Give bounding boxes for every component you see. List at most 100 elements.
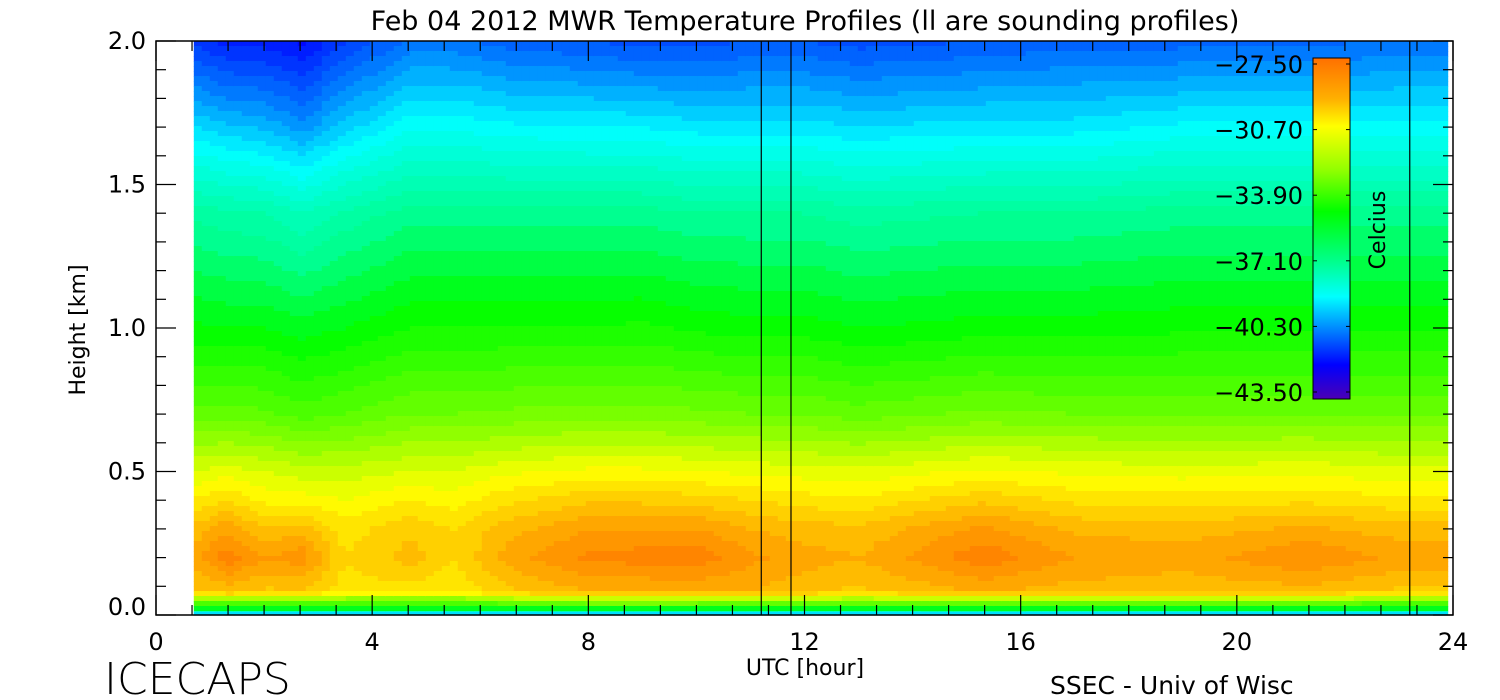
heatmap-cell (361, 391, 371, 397)
heatmap-cell (353, 481, 363, 487)
heatmap-cell (505, 51, 515, 57)
heatmap-cell (209, 406, 219, 412)
heatmap-cell (337, 446, 347, 452)
heatmap-cell (289, 521, 299, 527)
heatmap-cell (249, 51, 259, 57)
heatmap-cell (289, 411, 299, 417)
heatmap-cell (265, 206, 275, 212)
heatmap-cell (441, 366, 451, 372)
heatmap-cell (249, 566, 259, 572)
heatmap-cell (217, 511, 227, 517)
heatmap-cell (281, 321, 291, 327)
heatmap-cell (457, 346, 467, 352)
heatmap-cell (241, 101, 251, 107)
heatmap-cell (433, 566, 443, 572)
heatmap-cell (241, 516, 251, 522)
heatmap-cell (209, 101, 219, 107)
heatmap-cell (409, 171, 419, 177)
heatmap-cell (505, 141, 515, 147)
heatmap-cell (289, 186, 299, 192)
heatmap-cell (225, 106, 235, 112)
heatmap-cell (393, 281, 403, 287)
heatmap-cell (521, 561, 531, 567)
heatmap-cell (521, 496, 531, 502)
heatmap-cell (457, 91, 467, 97)
heatmap-cell (441, 486, 451, 492)
heatmap-cell (513, 421, 523, 427)
heatmap-cell (465, 456, 475, 462)
heatmap-cell (217, 106, 227, 112)
heatmap-cell (377, 46, 387, 52)
heatmap-cell (481, 91, 491, 97)
heatmap-cell (321, 566, 331, 572)
heatmap-cell (521, 216, 531, 222)
heatmap-cell (513, 381, 523, 387)
heatmap-cell (257, 361, 267, 367)
heatmap-cell (425, 591, 435, 597)
heatmap-cell (417, 406, 427, 412)
heatmap-cell (281, 426, 291, 432)
heatmap-cell (505, 71, 515, 77)
heatmap-cell (305, 456, 315, 462)
heatmap-cell (441, 121, 451, 127)
heatmap-cell (417, 236, 427, 242)
heatmap-cell (441, 381, 451, 387)
heatmap-cell (457, 221, 467, 227)
heatmap-cell (281, 471, 291, 477)
heatmap-cell (217, 151, 227, 157)
heatmap-cell (449, 511, 459, 517)
heatmap-cell (289, 181, 299, 187)
heatmap-cell (385, 416, 395, 422)
heatmap-cell (225, 421, 235, 427)
heatmap-cell (521, 176, 531, 182)
heatmap-cell (537, 276, 547, 282)
heatmap-cell (513, 341, 523, 347)
heatmap-cell (377, 536, 387, 542)
heatmap-cell (337, 106, 347, 112)
heatmap-cell (385, 351, 395, 357)
heatmap-cell (193, 326, 203, 332)
heatmap-cell (281, 586, 291, 592)
heatmap-cell (313, 246, 323, 252)
heatmap-cell (481, 391, 491, 397)
heatmap-cell (457, 146, 467, 152)
heatmap-cell (233, 341, 243, 347)
heatmap-cell (273, 601, 283, 607)
heatmap-cell (409, 241, 419, 247)
heatmap-cell (193, 446, 203, 452)
heatmap-cell (385, 241, 395, 247)
heatmap-cell (193, 116, 203, 122)
heatmap-cell (201, 371, 211, 377)
heatmap-cell (385, 96, 395, 102)
heatmap-cell (249, 546, 259, 552)
heatmap-cell (233, 481, 243, 487)
heatmap-cell (513, 481, 523, 487)
heatmap-cell (473, 561, 483, 567)
heatmap-cell (361, 506, 371, 512)
heatmap-cell (441, 306, 451, 312)
heatmap-cell (409, 401, 419, 407)
heatmap-cell (361, 101, 371, 107)
heatmap-cell (201, 76, 211, 82)
heatmap-cell (233, 166, 243, 172)
heatmap-cell (369, 41, 379, 47)
heatmap-cell (297, 586, 307, 592)
heatmap-cell (401, 481, 411, 487)
heatmap-cell (433, 496, 443, 502)
heatmap-cell (489, 231, 499, 237)
heatmap-cell (401, 126, 411, 132)
heatmap-cell (289, 506, 299, 512)
heatmap-cell (201, 381, 211, 387)
heatmap-cell (193, 381, 203, 387)
heatmap-cell (361, 561, 371, 567)
heatmap-cell (305, 206, 315, 212)
heatmap-cell (401, 41, 411, 47)
heatmap-cell (369, 421, 379, 427)
heatmap-cell (345, 561, 355, 567)
heatmap-cell (297, 456, 307, 462)
heatmap-cell (441, 351, 451, 357)
heatmap-cell (257, 376, 267, 382)
heatmap-cell (505, 321, 515, 327)
heatmap-cell (313, 71, 323, 77)
heatmap-cell (241, 271, 251, 277)
